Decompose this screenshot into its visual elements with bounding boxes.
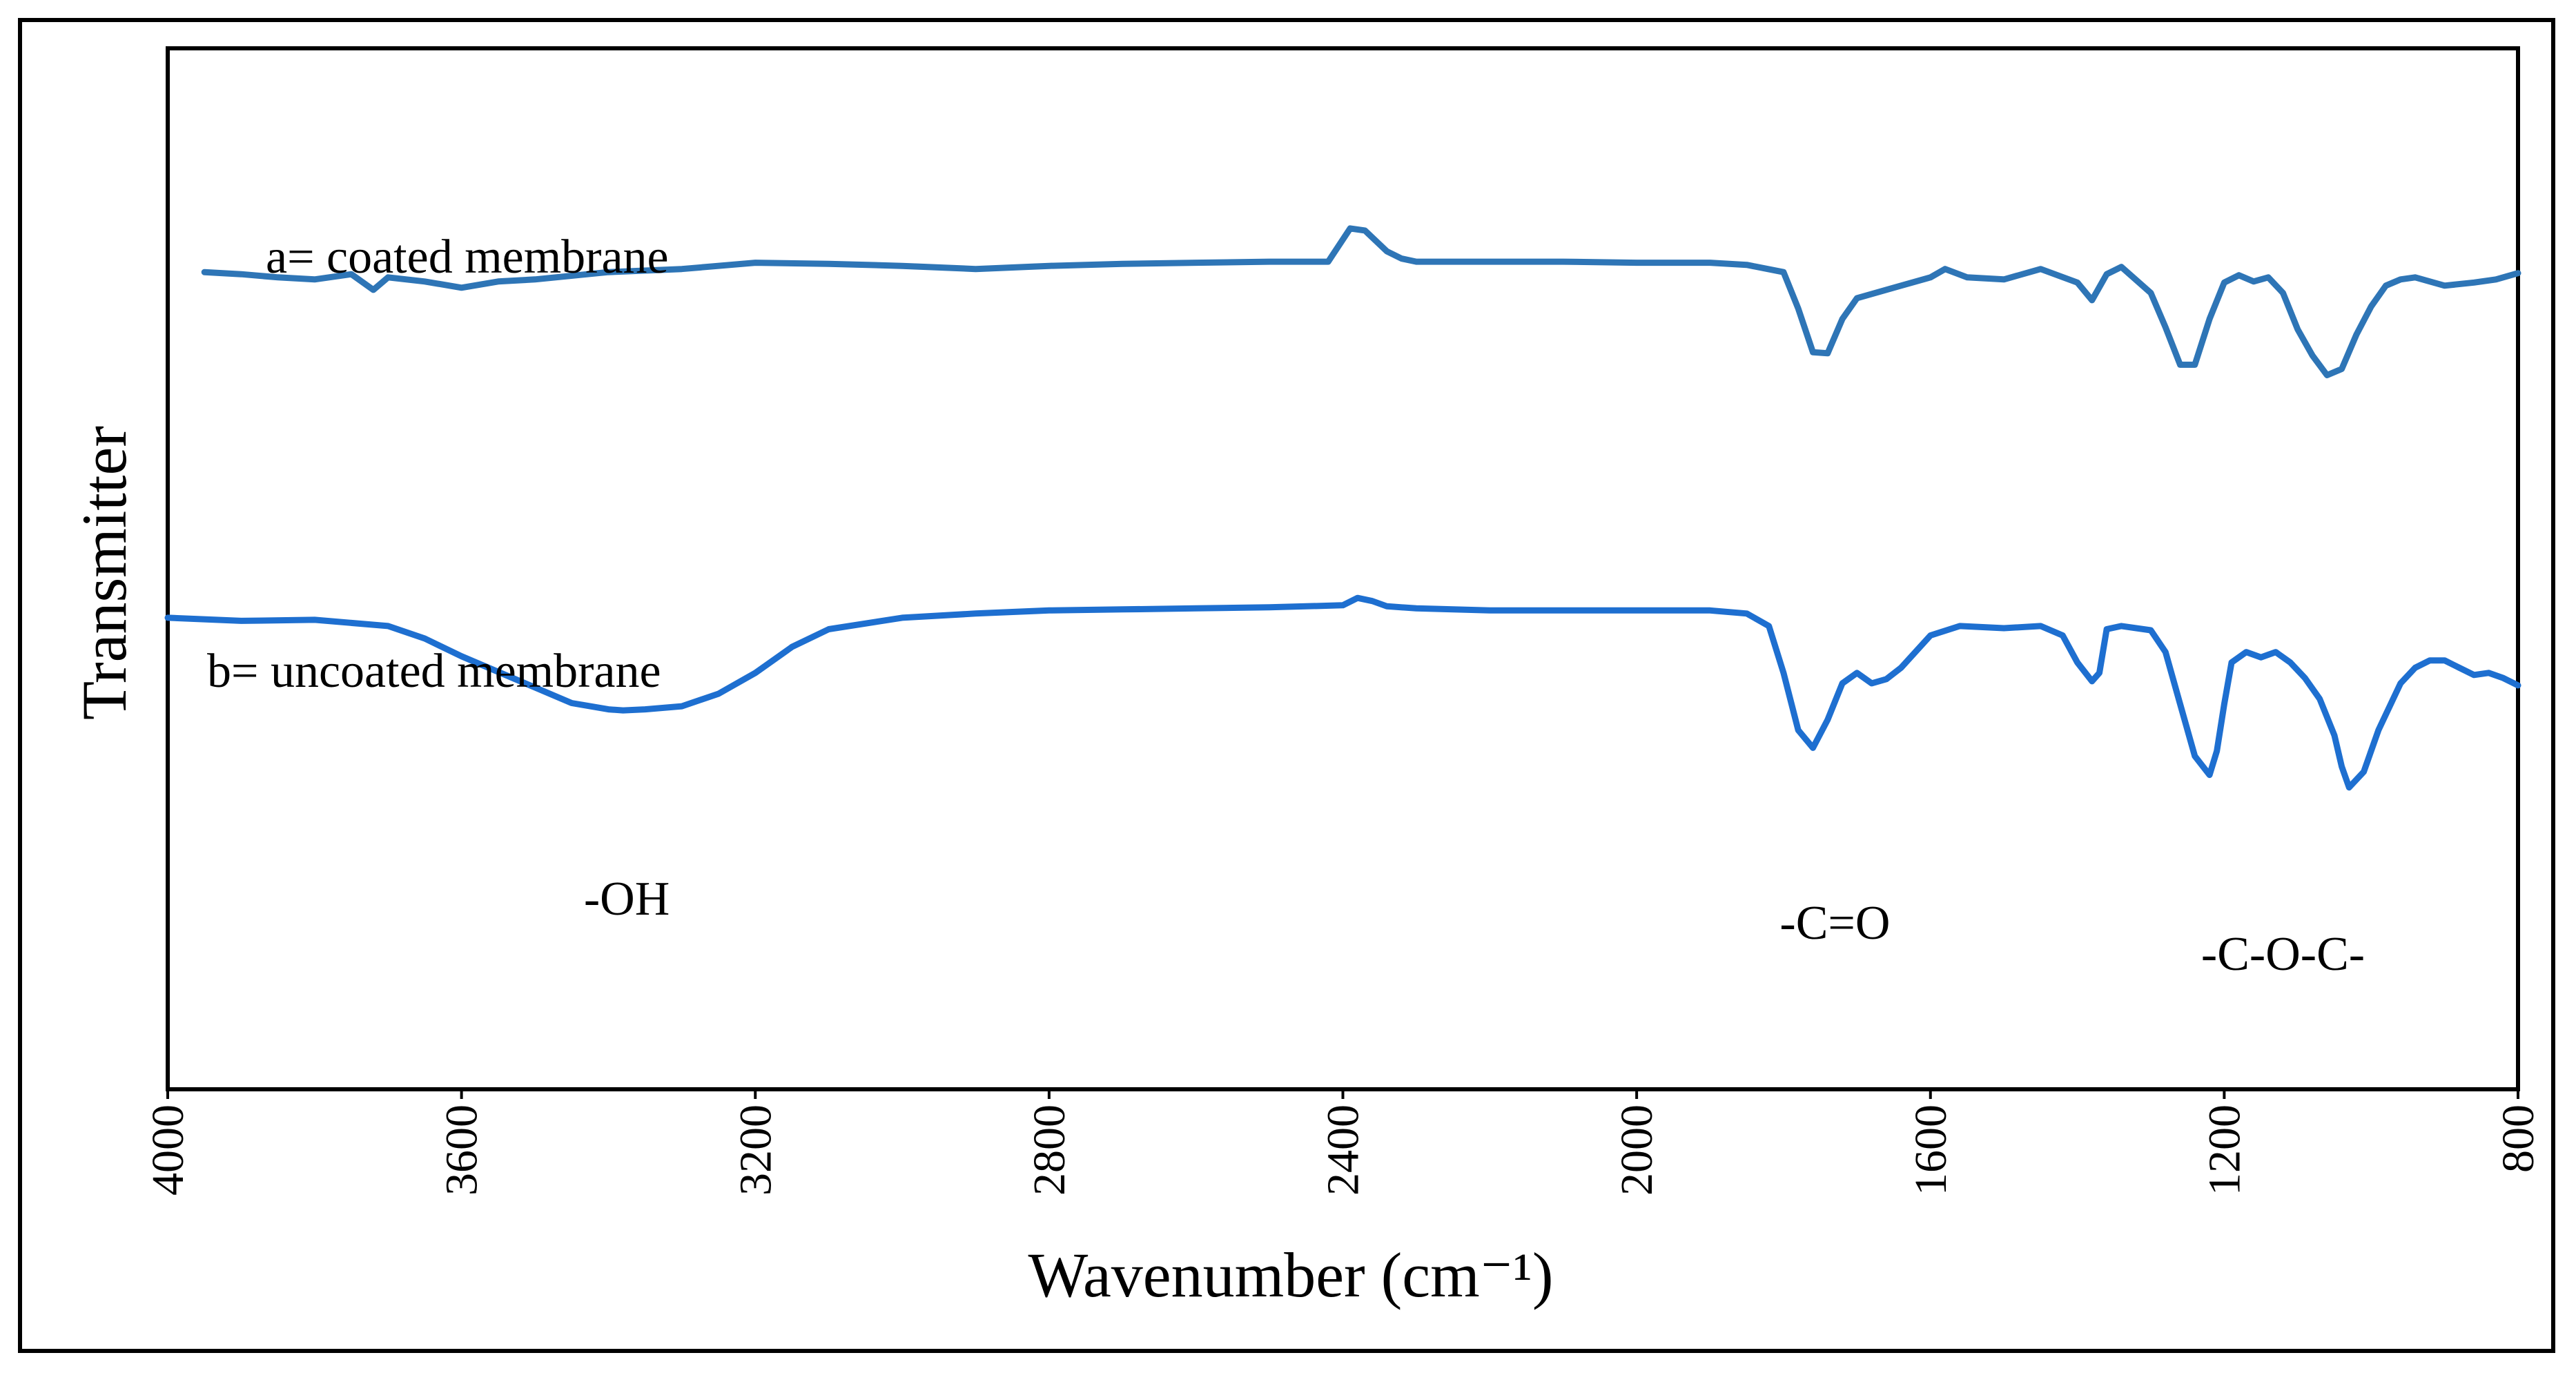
legend-label-uncoated: b= uncoated membrane [207, 645, 661, 698]
x-tick-label: 2800 [1024, 1104, 1075, 1196]
plot-area-border [166, 46, 2520, 1091]
x-tick-label: 3200 [730, 1104, 781, 1196]
series-line-coated [201, 225, 2521, 378]
x-axis-title: Wavenumber (cm⁻¹) [1028, 1240, 1554, 1310]
peak-annotation: -C-O-C- [2201, 928, 2365, 981]
x-tick-label: 1200 [2199, 1104, 2250, 1196]
series-line-uncoated [164, 594, 2521, 791]
x-tick-label: 4000 [143, 1104, 193, 1196]
figure-frame [18, 18, 2555, 1353]
x-tick-label: 2400 [1318, 1104, 1369, 1196]
legend-label-coated: a= coated membrane [266, 231, 669, 284]
series-layer [164, 225, 2521, 791]
peak-annotation: -OH [584, 873, 670, 926]
y-axis-title: Transmitter [69, 426, 139, 720]
x-axis: 4000 3600 3200 2800 2400 2000 1600 1200 800 [143, 1089, 2544, 1196]
x-tick-label: 1600 [1906, 1104, 1956, 1196]
peak-annotation: -C=O [1779, 897, 1890, 950]
x-tick-label: 3600 [437, 1104, 487, 1196]
x-tick-label: 800 [2493, 1104, 2544, 1173]
x-tick-label: 2000 [1612, 1104, 1662, 1196]
annotation-layer: -OH -C=O -C-O-C- [584, 873, 2365, 981]
